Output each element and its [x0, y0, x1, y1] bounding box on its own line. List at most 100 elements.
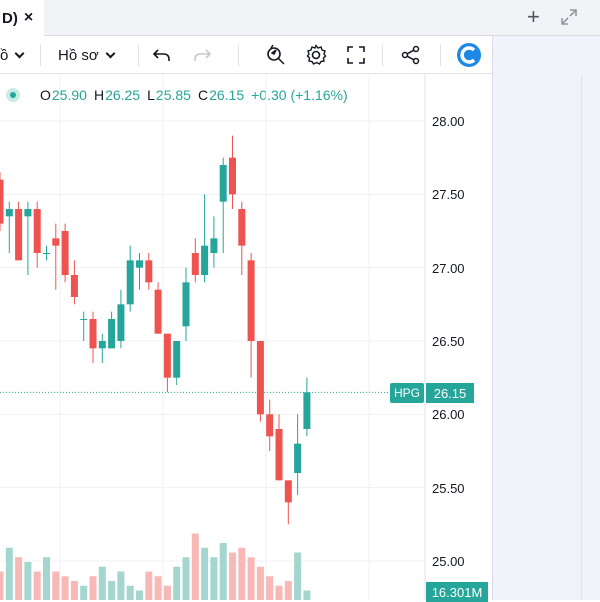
undo-icon[interactable]: [152, 45, 172, 65]
c-logo-icon[interactable]: [456, 42, 482, 68]
price-axis-tick: 27.50: [432, 187, 465, 202]
last-price-tag: 26.15: [426, 383, 474, 403]
open-value: 25.90: [51, 87, 87, 103]
candle-body: [43, 253, 50, 254]
symbol-tag: HPG: [390, 383, 424, 403]
candle-body: [266, 414, 274, 437]
volume-bar: [80, 585, 88, 600]
candle-body: [219, 165, 227, 202]
candle-body: [275, 429, 283, 481]
candlestick-chart[interactable]: [0, 74, 492, 600]
volume-bar: [284, 581, 292, 600]
low-value: 25.85: [155, 87, 191, 103]
volume-bar: [238, 547, 246, 600]
volume-bar: [191, 533, 199, 600]
candle-body: [145, 260, 153, 283]
volume-bar: [24, 562, 32, 600]
volume-bar: [98, 566, 106, 600]
gear-icon[interactable]: [304, 43, 328, 67]
price-axis-tick: 25.50: [432, 481, 465, 496]
candle-body: [15, 209, 23, 261]
volume-bar: [52, 571, 60, 600]
volume-bar: [247, 557, 255, 600]
right-side-panel: [492, 36, 600, 600]
volume-bar: [210, 557, 218, 600]
share-icon[interactable]: [400, 44, 422, 66]
divider: [382, 44, 383, 66]
high-value: 26.25: [105, 87, 141, 103]
candle-body: [0, 179, 4, 224]
divider: [40, 44, 41, 66]
interval-selector[interactable]: ồ: [0, 36, 25, 74]
volume-bar: [294, 552, 302, 600]
candle-body: [284, 480, 292, 503]
candle-body: [173, 341, 181, 378]
volume-bar: [70, 581, 78, 600]
volume-bar: [163, 585, 171, 600]
volume-bar: [266, 576, 274, 600]
template-selector[interactable]: Hồ sơ: [58, 36, 116, 74]
chevron-down-icon: [14, 48, 25, 58]
volume-bar: [117, 571, 125, 600]
candle-body: [294, 443, 302, 473]
candle-body: [256, 341, 264, 415]
low-label: L: [147, 87, 155, 103]
chart-tab[interactable]: D) ×: [0, 0, 44, 36]
candle-body: [163, 333, 171, 378]
volume-bar: [15, 557, 23, 600]
new-tab-icon[interactable]: +: [527, 4, 540, 29]
volume-bar: [201, 547, 209, 600]
candle-body: [108, 319, 116, 349]
volume-bar: [89, 576, 97, 600]
candle-body: [61, 231, 69, 275]
panel-scrollbar[interactable]: [581, 76, 600, 600]
volume-bar: [182, 557, 190, 600]
candle-body: [238, 209, 246, 246]
redo-icon[interactable]: [192, 45, 212, 65]
price-axis-tick: 25.00: [432, 554, 465, 569]
candle-body: [89, 319, 97, 349]
interval-label: ồ: [0, 46, 9, 64]
ohlc-legend: O 25.90 H 26.25 L 25.85 C 26.15 +0.30 (+1.16…: [0, 80, 355, 110]
open-label: O: [40, 87, 51, 103]
chevron-down-icon: [105, 48, 116, 58]
volume-tag: 16.301M: [426, 582, 488, 602]
tab-bar: D) × +: [0, 0, 600, 36]
candle-body: [5, 209, 13, 217]
quick-search-icon[interactable]: [264, 43, 288, 67]
volume-bar: [229, 552, 236, 600]
volume-bar: [303, 590, 311, 600]
high-label: H: [93, 87, 105, 103]
candle-body: [303, 392, 311, 429]
close-icon[interactable]: ×: [23, 9, 34, 26]
volume-bar: [275, 585, 283, 600]
volume-bar: [136, 590, 143, 600]
candle-body: [182, 282, 190, 327]
candle-body: [229, 157, 236, 195]
volume-bar: [5, 547, 13, 600]
tab-title: D): [2, 9, 18, 27]
candle-body: [98, 341, 106, 349]
divider: [440, 44, 441, 66]
close-value: 26.15: [209, 87, 245, 103]
price-axis-tick: 28.00: [432, 114, 465, 129]
status-dot-icon: [6, 88, 20, 102]
expand-icon[interactable]: [560, 8, 578, 26]
candle-body: [191, 253, 199, 275]
price-axis-tick: 26.00: [432, 407, 465, 422]
candle-body: [154, 289, 162, 334]
candle-body: [52, 238, 60, 246]
candle-body: [210, 238, 218, 253]
volume-bar: [61, 576, 69, 600]
candle-body: [247, 260, 255, 341]
volume-bar: [108, 581, 116, 600]
candle-body: [126, 260, 134, 305]
candle-body: [201, 245, 209, 275]
candle-body: [24, 209, 32, 217]
divider: [238, 44, 239, 66]
volume-bar: [0, 571, 4, 600]
fullscreen-icon[interactable]: [346, 45, 366, 65]
candle-body: [117, 304, 125, 341]
volume-bar: [33, 571, 41, 600]
candle-body: [70, 275, 78, 297]
